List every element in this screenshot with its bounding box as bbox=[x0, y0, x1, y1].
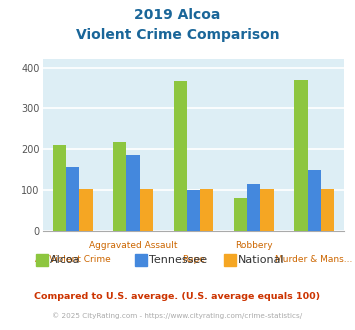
Bar bbox=[113, 142, 126, 231]
Text: Aggravated Assault: Aggravated Assault bbox=[89, 241, 178, 250]
Text: Compared to U.S. average. (U.S. average equals 100): Compared to U.S. average. (U.S. average … bbox=[34, 292, 321, 301]
Bar bbox=[140, 189, 153, 231]
Text: Murder & Mans...: Murder & Mans... bbox=[275, 255, 353, 264]
Bar bbox=[261, 189, 274, 231]
Bar bbox=[321, 189, 334, 231]
Bar bbox=[80, 189, 93, 231]
Text: All Violent Crime: All Violent Crime bbox=[35, 255, 111, 264]
Bar bbox=[66, 167, 80, 231]
Bar bbox=[200, 189, 213, 231]
Bar bbox=[234, 198, 247, 231]
Bar bbox=[174, 81, 187, 231]
Text: Violent Crime Comparison: Violent Crime Comparison bbox=[76, 28, 279, 42]
Bar bbox=[126, 155, 140, 231]
Bar bbox=[53, 145, 66, 231]
Text: Alcoa: Alcoa bbox=[50, 255, 80, 265]
Text: National: National bbox=[238, 255, 284, 265]
Bar bbox=[187, 190, 200, 231]
Text: © 2025 CityRating.com - https://www.cityrating.com/crime-statistics/: © 2025 CityRating.com - https://www.city… bbox=[53, 312, 302, 318]
Text: Robbery: Robbery bbox=[235, 241, 273, 250]
Text: Rape: Rape bbox=[182, 255, 205, 264]
Bar bbox=[294, 80, 307, 231]
Bar bbox=[247, 184, 261, 231]
Text: Tennessee: Tennessee bbox=[149, 255, 207, 265]
Text: 2019 Alcoa: 2019 Alcoa bbox=[134, 8, 221, 22]
Bar bbox=[307, 170, 321, 231]
